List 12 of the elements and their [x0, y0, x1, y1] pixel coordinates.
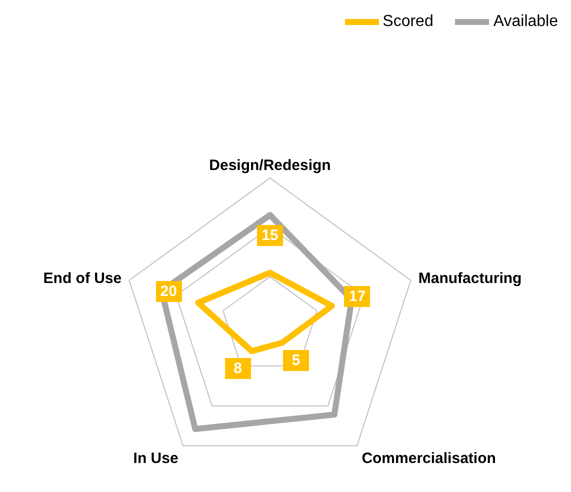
spoke-label: Manufacturing — [418, 270, 522, 288]
spoke-label: Commercialisation — [362, 450, 496, 467]
spoke-label: End of Use — [43, 270, 122, 288]
text: 17 — [344, 286, 370, 307]
text: 15 — [257, 225, 283, 246]
spoke-label: In Use — [133, 450, 178, 467]
text: 8 — [224, 358, 251, 380]
spoke-label: Design/Redesign — [209, 157, 331, 174]
legend-label: Scored — [382, 13, 434, 31]
text: 20 — [156, 281, 182, 302]
legend-label: Available — [493, 13, 558, 31]
text: 5 — [283, 350, 310, 371]
